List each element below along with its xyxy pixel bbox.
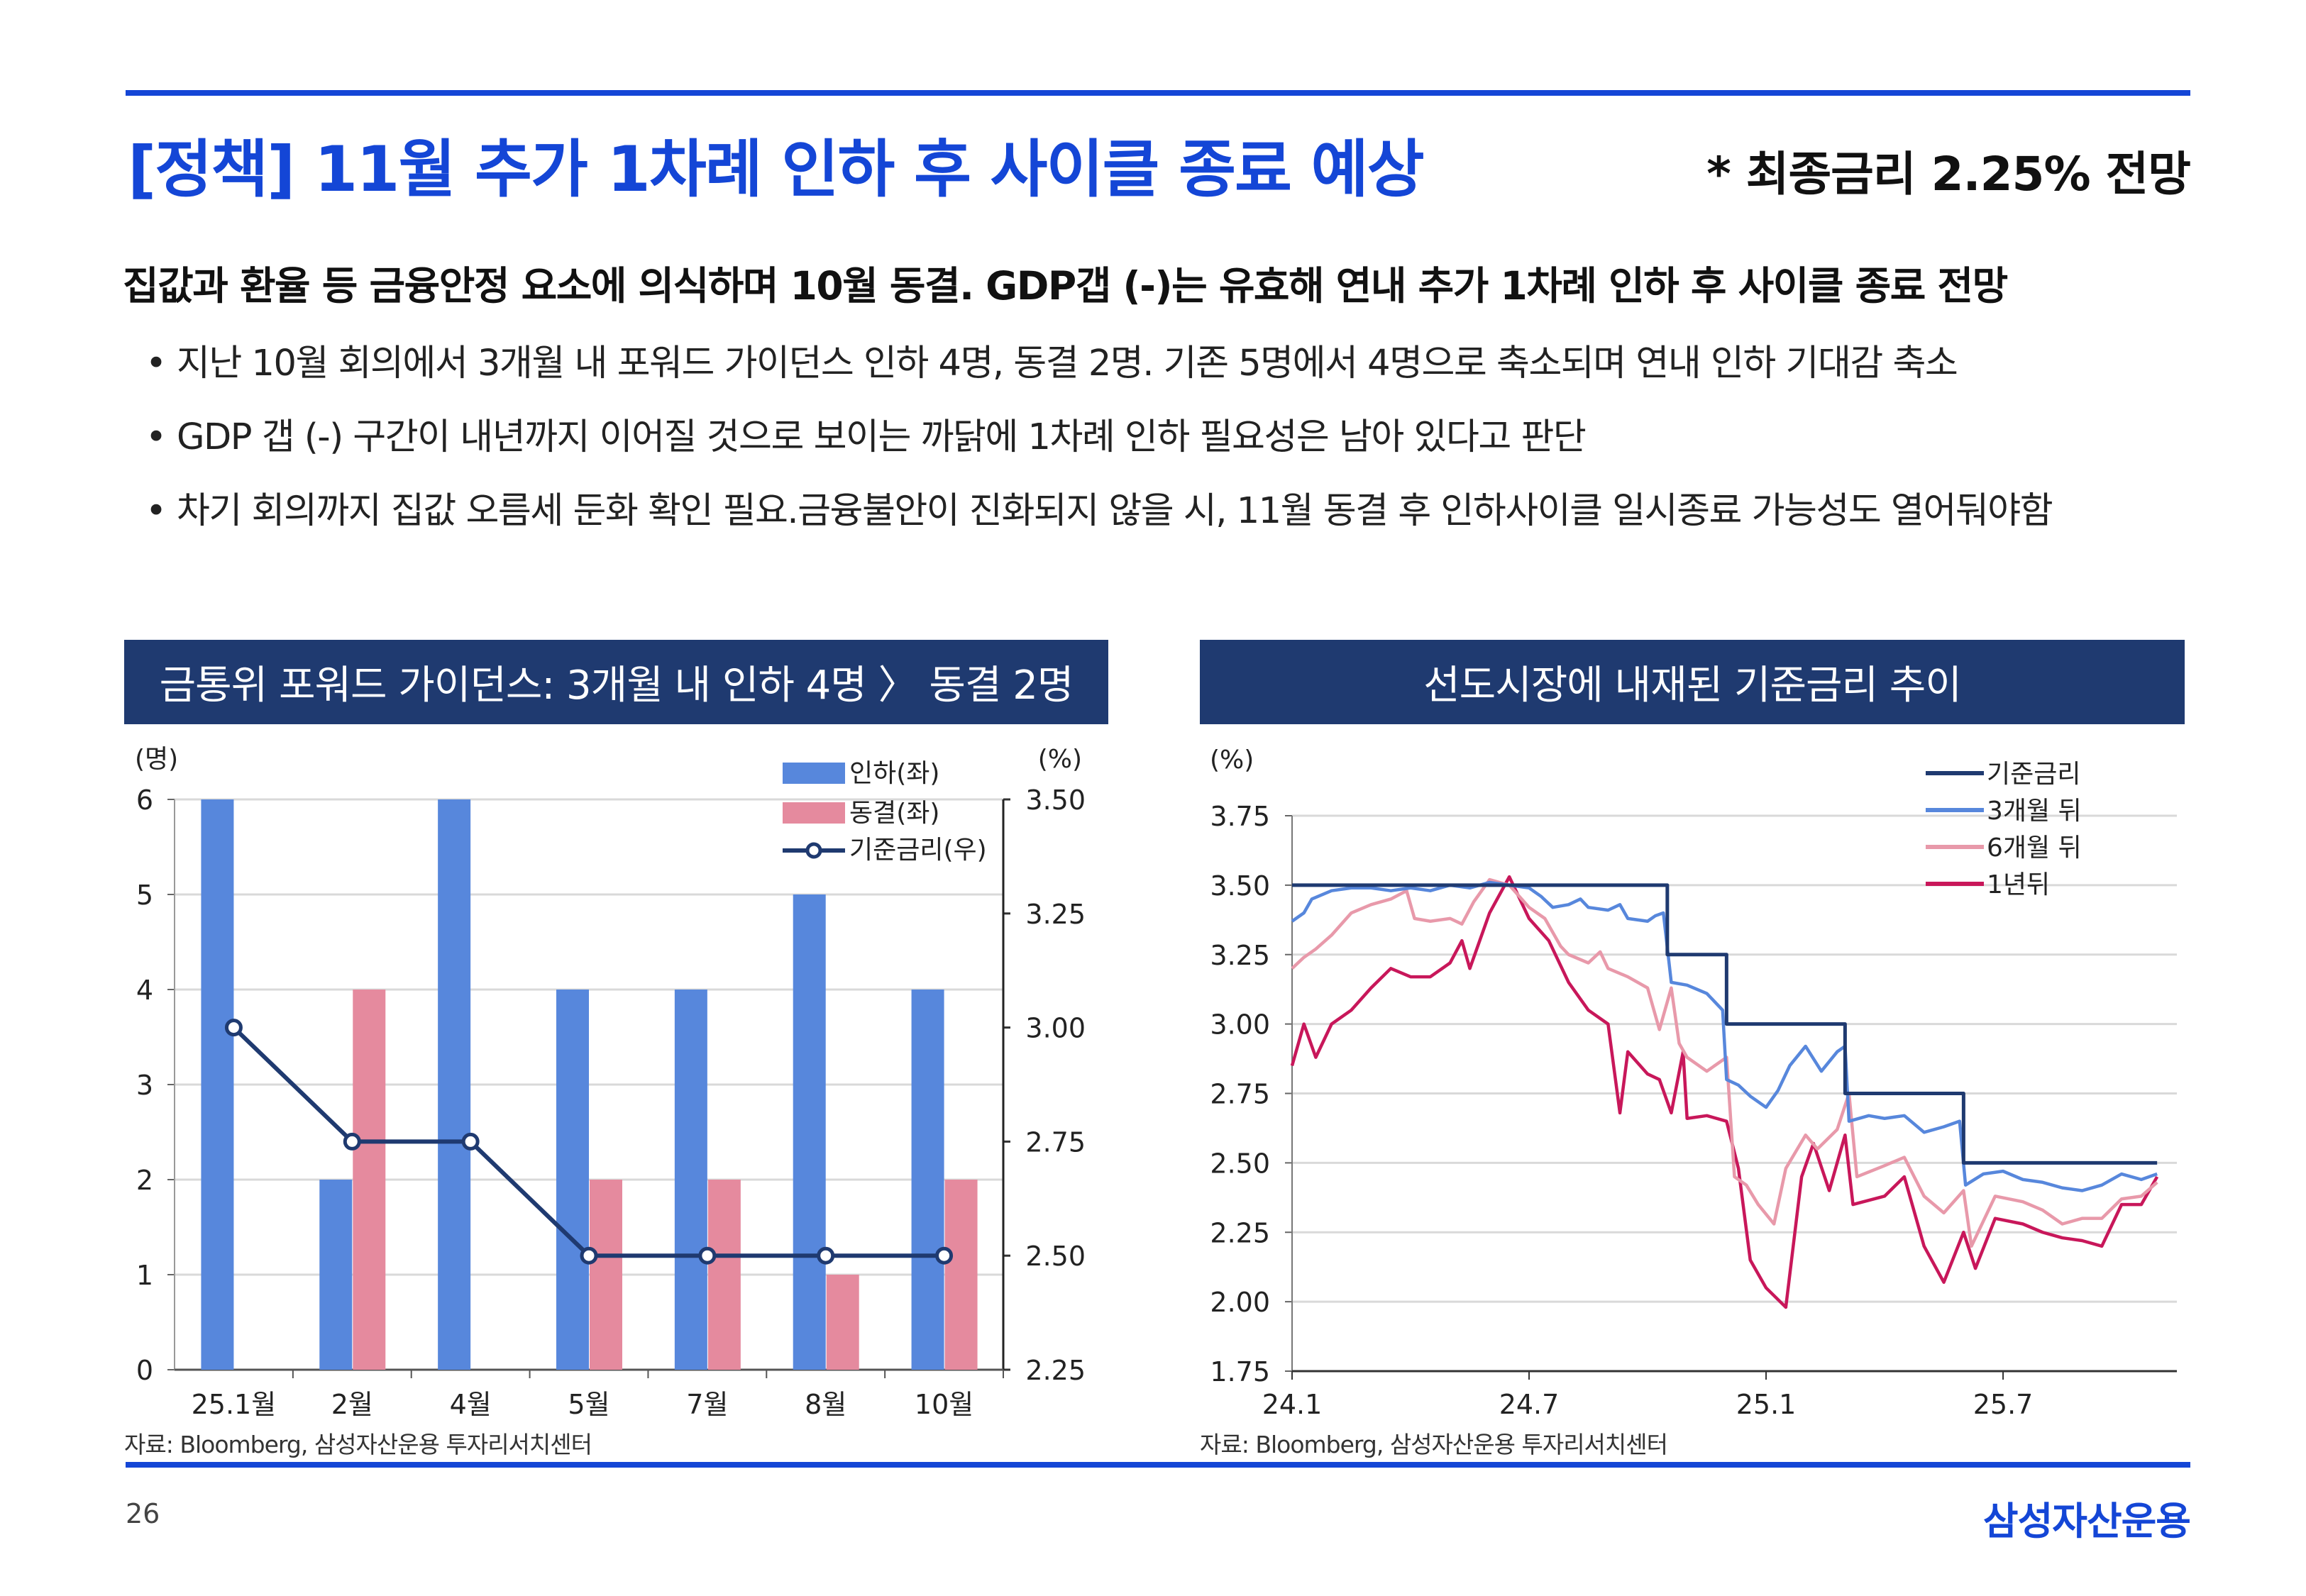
right-chart-source: 자료: Bloomberg, 삼성자산운용 투자리서치센터 [1200, 1431, 1668, 1458]
x-tick-label: 2월 [331, 1389, 373, 1420]
page-number: 26 [126, 1498, 160, 1529]
bar-cut [793, 894, 826, 1370]
y-left-tick-label: 0 [136, 1355, 153, 1386]
series-line-1y [1290, 875, 2159, 1309]
legend-marker-rate [805, 842, 822, 859]
y-left-tick-label: 2 [136, 1165, 153, 1196]
legend-label: 기준금리(우) [849, 836, 987, 865]
bar-cut [201, 799, 234, 1370]
bar-cut [438, 799, 471, 1370]
y-right-tick-label: 3.50 [1025, 785, 1086, 816]
series-line-policy-rate [1292, 883, 2158, 1165]
y-tick-label: 3.50 [1210, 870, 1270, 902]
x-tick-label: 25.7 [1973, 1389, 2034, 1420]
y-left-tick-label: 5 [136, 880, 153, 911]
policy-rate-point [224, 1019, 243, 1037]
bar-cut [556, 990, 589, 1370]
y-right-tick-label: 3.00 [1025, 1013, 1086, 1044]
bullet-item: • GDP 갭 (-) 구간이 내년까지 이어질 것으로 보이는 까닭에 1차례 … [145, 407, 1587, 460]
legend-label: 3개월 뒤 [1987, 797, 2082, 826]
bar-cut [674, 990, 707, 1370]
y-left-tick-label: 1 [136, 1260, 153, 1291]
policy-rate-point [461, 1132, 480, 1151]
x-tick-label: 10월 [915, 1389, 973, 1420]
y-left-tick-label: 4 [136, 975, 153, 1006]
x-tick-label: 4월 [450, 1389, 492, 1420]
legend-swatch-cut [783, 763, 845, 784]
right-chart-header: 선도시장에 내재된 기준금리 추이 [1200, 640, 2185, 724]
y-tick-label: 3.00 [1210, 1009, 1270, 1041]
series-line-3m [1291, 880, 2158, 1192]
y-left-unit: (명) [135, 745, 178, 774]
y-right-unit: (%) [1038, 745, 1082, 774]
y-right-tick-label: 2.25 [1025, 1355, 1086, 1386]
y-tick-label: 2.00 [1210, 1287, 1270, 1318]
x-tick-label: 24.7 [1499, 1389, 1560, 1420]
y-right-tick-label: 2.50 [1025, 1241, 1086, 1272]
y-right-tick-label: 3.25 [1025, 899, 1086, 930]
legend-label: 동결(좌) [849, 799, 939, 828]
x-tick-label: 24.1 [1262, 1389, 1323, 1420]
bullet-item: • 지난 10월 회의에서 3개월 내 포워드 가이던스 인하 4명, 동결 2명… [145, 333, 1958, 386]
x-tick-label: 7월 [686, 1389, 728, 1420]
bar-hold [944, 1180, 978, 1370]
y-tick-label: 2.50 [1210, 1148, 1270, 1179]
bar-hold [590, 1180, 622, 1370]
y-tick-label: 2.25 [1210, 1217, 1270, 1248]
lead-summary: 집값과 환율 등 금융안정 요소에 의식하며 10월 동결. GDP갭 (-)는… [123, 263, 2008, 309]
bullet-text: 차기 회의까지 집값 오름세 둔화 확인 필요.금융불안이 진화되지 않을 시,… [177, 490, 2053, 532]
bullet-item: • 차기 회의까지 집값 오름세 둔화 확인 필요.금융불안이 진화되지 않을 시… [145, 481, 2053, 533]
bar-hold [826, 1275, 859, 1370]
y-right-tick-label: 2.75 [1025, 1126, 1086, 1158]
y-tick-label: 2.75 [1210, 1079, 1270, 1110]
bar-cut [911, 990, 944, 1370]
bar-hold [707, 1180, 741, 1370]
policy-rate-point [817, 1246, 835, 1265]
y-tick-label: 3.75 [1210, 801, 1270, 832]
x-tick-label: 25.1월 [192, 1389, 277, 1420]
bottom-rule [126, 1462, 2190, 1468]
y-left-tick-label: 6 [136, 785, 153, 816]
legend-label: 1년뒤 [1987, 870, 2050, 899]
top-rule [126, 90, 2190, 96]
x-tick-label: 25.1 [1736, 1389, 1797, 1420]
company-logo: 삼성자산운용 [1982, 1499, 2191, 1544]
legend-label: 기준금리 [1987, 760, 2080, 789]
policy-rate-point [580, 1246, 598, 1265]
legend-label: 6개월 뒤 [1987, 833, 2082, 863]
bar-cut [319, 1180, 353, 1370]
policy-rate-point [698, 1246, 717, 1265]
final-rate-note: * 최종금리 2.25% 전망 [1706, 147, 2191, 201]
x-tick-label: 5월 [568, 1389, 609, 1420]
y-tick-label: 3.25 [1210, 940, 1270, 971]
y-left-tick-label: 3 [136, 1070, 153, 1101]
bar-hold [353, 990, 386, 1370]
bullet-text: GDP 갭 (-) 구간이 내년까지 이어질 것으로 보이는 까닭에 1차례 인… [177, 416, 1587, 458]
left-chart-source: 자료: Bloomberg, 삼성자산운용 투자리서치센터 [124, 1431, 592, 1458]
policy-rate-point [935, 1246, 954, 1265]
page-title: [정책] 11월 추가 1차례 인하 후 사이클 종료 예상 [128, 133, 1425, 206]
left-chart-header: 금통위 포워드 가이던스: 3개월 내 인하 4명 〉 동결 2명 [124, 640, 1108, 724]
series-line-6m [1291, 877, 2158, 1248]
policy-rate-point [343, 1132, 361, 1151]
legend-swatch-hold [783, 802, 845, 824]
y-tick-label: 1.75 [1210, 1356, 1270, 1387]
bullet-text: 지난 10월 회의에서 3개월 내 포워드 가이던스 인하 4명, 동결 2명.… [177, 343, 1958, 384]
legend-label: 인하(좌) [849, 759, 939, 788]
x-tick-label: 8월 [805, 1389, 846, 1420]
y-unit: (%) [1210, 746, 1254, 775]
